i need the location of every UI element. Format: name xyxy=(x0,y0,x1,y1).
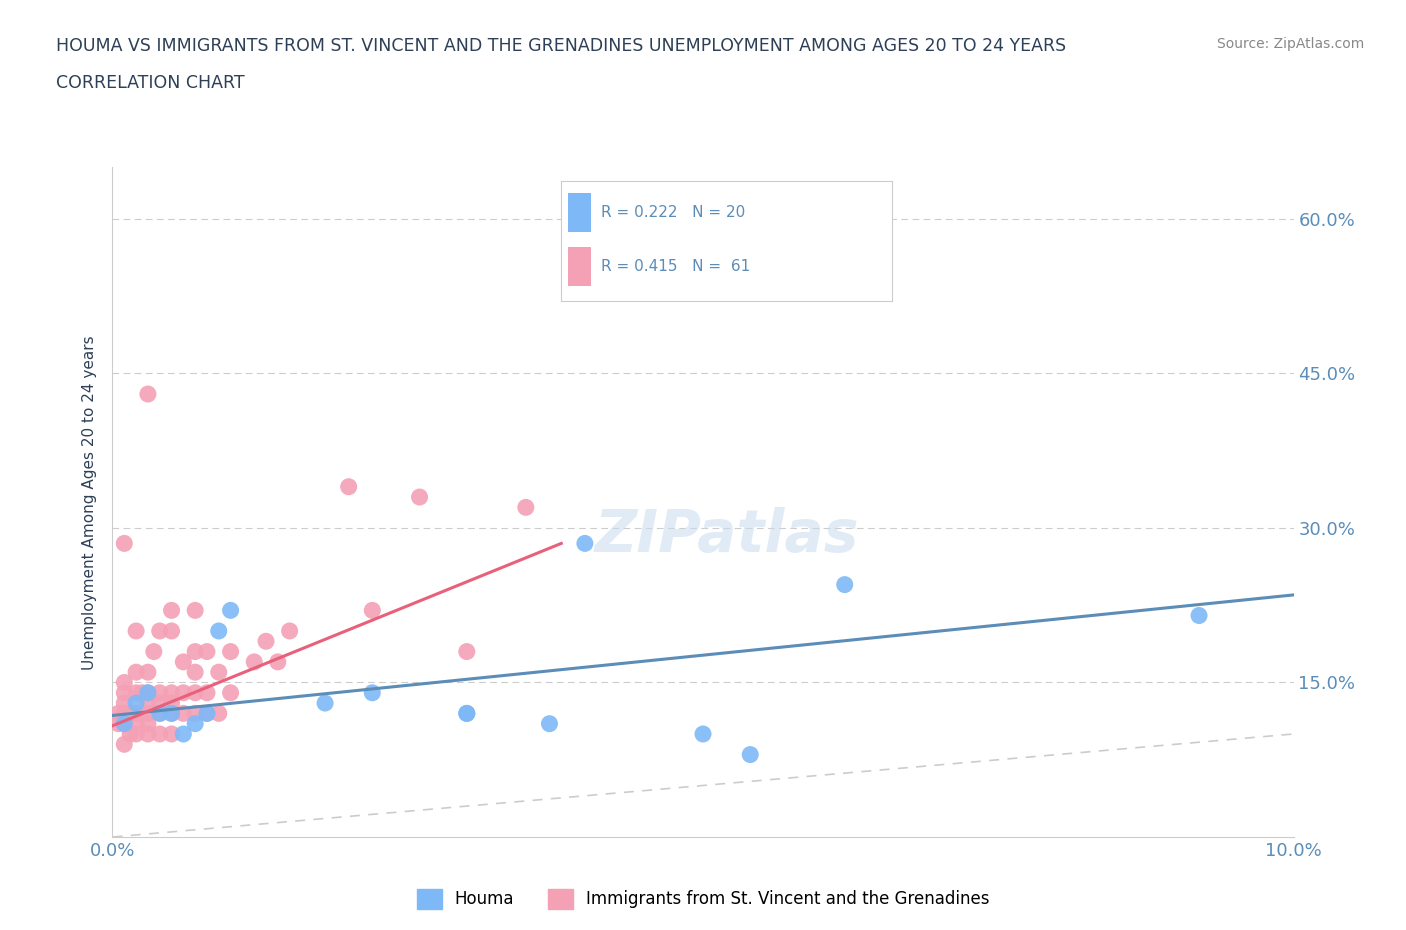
Point xyxy=(142,644,165,659)
Point xyxy=(107,716,129,731)
Point xyxy=(160,706,183,721)
Point xyxy=(160,603,183,618)
Point xyxy=(1188,608,1211,623)
Point xyxy=(184,685,207,700)
Point xyxy=(136,685,159,700)
Point xyxy=(195,644,218,659)
Point xyxy=(278,623,301,638)
Point xyxy=(125,706,148,721)
Point xyxy=(125,716,148,731)
Point xyxy=(172,726,194,741)
Point xyxy=(314,696,336,711)
Point xyxy=(149,706,172,721)
Point xyxy=(267,655,290,670)
Point xyxy=(195,706,218,721)
Point xyxy=(456,706,478,721)
Point xyxy=(125,726,148,741)
Point xyxy=(112,716,135,731)
Point xyxy=(125,685,148,700)
Point xyxy=(160,696,183,711)
Point xyxy=(184,603,207,618)
Point xyxy=(136,716,159,731)
Point xyxy=(112,685,135,700)
Point xyxy=(136,685,159,700)
Point xyxy=(112,675,135,690)
Point xyxy=(692,726,714,741)
Point xyxy=(195,685,218,700)
Point xyxy=(337,479,360,494)
Point xyxy=(160,726,183,741)
Point xyxy=(361,603,384,618)
Point xyxy=(149,726,172,741)
Point xyxy=(456,706,478,721)
Text: HOUMA VS IMMIGRANTS FROM ST. VINCENT AND THE GRENADINES UNEMPLOYMENT AMONG AGES : HOUMA VS IMMIGRANTS FROM ST. VINCENT AND… xyxy=(56,37,1066,55)
Text: ZIPatlas: ZIPatlas xyxy=(595,507,859,565)
Point xyxy=(107,706,129,721)
Y-axis label: Unemployment Among Ages 20 to 24 years: Unemployment Among Ages 20 to 24 years xyxy=(82,335,97,670)
Point xyxy=(219,603,242,618)
Point xyxy=(136,387,159,402)
Point xyxy=(219,644,242,659)
Point xyxy=(120,726,142,741)
Point xyxy=(172,685,194,700)
Point xyxy=(149,685,172,700)
Point xyxy=(208,623,231,638)
Point xyxy=(112,696,135,711)
Point xyxy=(136,726,159,741)
Text: CORRELATION CHART: CORRELATION CHART xyxy=(56,74,245,92)
Point xyxy=(184,706,207,721)
Text: Source: ZipAtlas.com: Source: ZipAtlas.com xyxy=(1216,37,1364,51)
Point xyxy=(112,536,135,551)
Point xyxy=(740,747,762,762)
Point xyxy=(408,489,430,504)
Point xyxy=(172,706,194,721)
Point xyxy=(136,665,159,680)
Point xyxy=(112,716,135,731)
Point xyxy=(160,706,183,721)
Point xyxy=(160,623,183,638)
Point xyxy=(184,665,207,680)
Point xyxy=(195,706,218,721)
Point xyxy=(125,696,148,711)
Point xyxy=(184,716,207,731)
Point xyxy=(120,706,142,721)
Point xyxy=(456,644,478,659)
Point xyxy=(208,665,231,680)
Point xyxy=(172,655,194,670)
Point xyxy=(361,685,384,700)
Point xyxy=(112,737,135,751)
Point xyxy=(243,655,266,670)
Point xyxy=(149,706,172,721)
Point xyxy=(219,685,242,700)
Point xyxy=(149,696,172,711)
Point xyxy=(149,623,172,638)
Point xyxy=(125,623,148,638)
Legend: Houma, Immigrants from St. Vincent and the Grenadines: Houma, Immigrants from St. Vincent and t… xyxy=(409,882,997,916)
Point xyxy=(208,706,231,721)
Point xyxy=(136,696,159,711)
Point xyxy=(515,500,537,515)
Point xyxy=(131,685,153,700)
Point xyxy=(184,644,207,659)
Point xyxy=(254,634,277,649)
Point xyxy=(136,706,159,721)
Point xyxy=(574,536,596,551)
Point xyxy=(538,716,561,731)
Point xyxy=(160,685,183,700)
Point xyxy=(834,578,856,592)
Point xyxy=(112,706,135,721)
Point xyxy=(125,665,148,680)
